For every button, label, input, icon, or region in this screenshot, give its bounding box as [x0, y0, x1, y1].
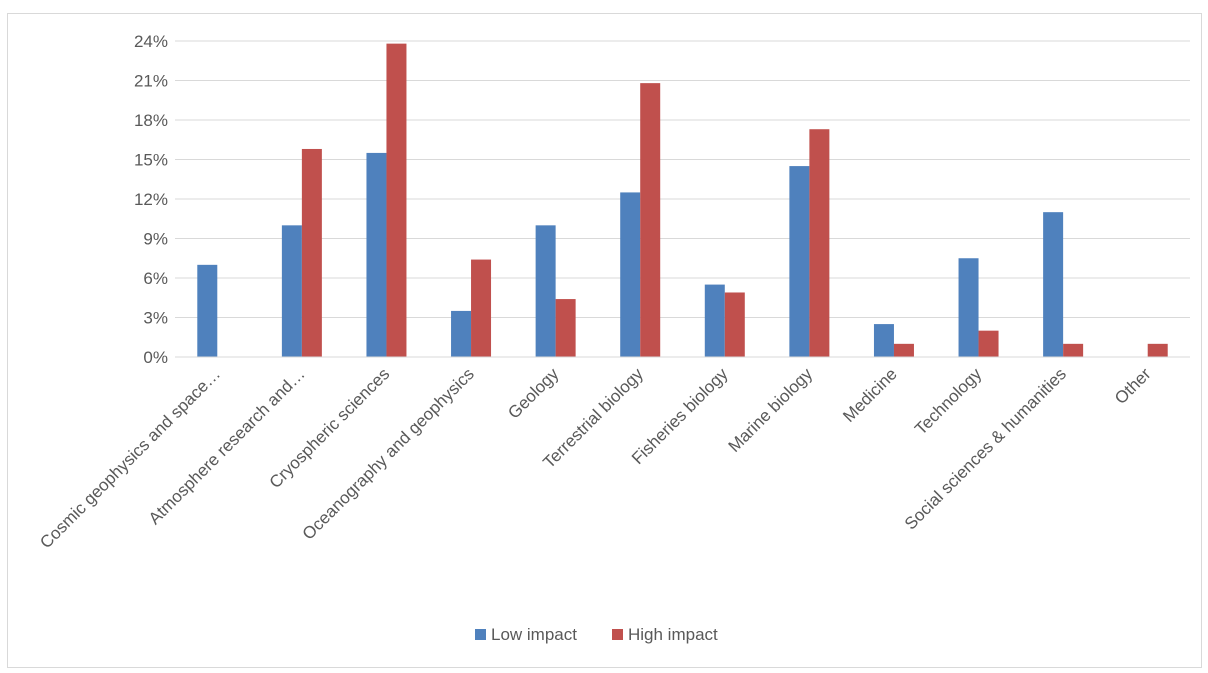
bar-high-impact	[809, 129, 830, 357]
bar-high-impact	[301, 148, 322, 357]
x-category-label: Atmosphere research and…	[145, 364, 309, 528]
x-category-label: Cosmic geophysics and space…	[36, 364, 224, 552]
y-tick-label: 9%	[143, 230, 168, 249]
x-category-label: Oceanography and geophysics	[299, 364, 478, 543]
legend: Low impact High impact	[475, 625, 718, 644]
gridlines	[175, 40, 1190, 318]
y-tick-label: 6%	[143, 269, 168, 288]
bar-high-impact	[724, 292, 745, 357]
bars	[197, 43, 1168, 358]
bar-low-impact	[958, 258, 979, 357]
bar-low-impact	[535, 225, 556, 357]
bar-low-impact	[281, 225, 302, 357]
x-axis-labels: Cosmic geophysics and space…Atmosphere r…	[36, 364, 1154, 552]
bar-high-impact	[386, 43, 407, 358]
x-category-label: Other	[1111, 364, 1155, 408]
x-category-label: Medicine	[839, 364, 901, 426]
legend-swatch	[475, 629, 486, 640]
bar-high-impact	[640, 83, 661, 357]
bar-low-impact	[1043, 212, 1064, 357]
bar-high-impact	[978, 330, 999, 357]
legend-label: Low impact	[491, 625, 577, 644]
x-category-label: Marine biology	[725, 364, 817, 456]
legend-swatch	[612, 629, 623, 640]
y-tick-label: 3%	[143, 309, 168, 328]
y-tick-label: 12%	[134, 190, 168, 209]
x-category-label: Social sciences & humanities	[901, 364, 1070, 533]
bar-low-impact	[197, 264, 218, 357]
legend-label: High impact	[628, 625, 718, 644]
y-tick-label: 18%	[134, 111, 168, 130]
y-tick-label: 21%	[134, 72, 168, 91]
bar-low-impact	[620, 192, 641, 357]
y-axis-ticks: 0% 3% 6% 9% 12% 15% 18% 21% 24%	[134, 32, 168, 367]
y-tick-label: 0%	[143, 348, 168, 367]
bar-low-impact	[704, 284, 725, 357]
y-tick-label: 15%	[134, 151, 168, 170]
bar-low-impact	[451, 310, 472, 357]
bar-low-impact	[366, 152, 387, 357]
bar-high-impact	[471, 259, 492, 357]
x-category-label: Geology	[504, 364, 563, 423]
bar-high-impact	[1147, 343, 1168, 357]
bar-high-impact	[555, 299, 576, 357]
x-category-label: Technology	[911, 364, 986, 439]
bar-high-impact	[1063, 343, 1084, 357]
y-tick-label: 24%	[134, 32, 168, 51]
bar-low-impact	[873, 324, 894, 357]
bar-high-impact	[893, 343, 914, 357]
bar-low-impact	[789, 166, 810, 357]
